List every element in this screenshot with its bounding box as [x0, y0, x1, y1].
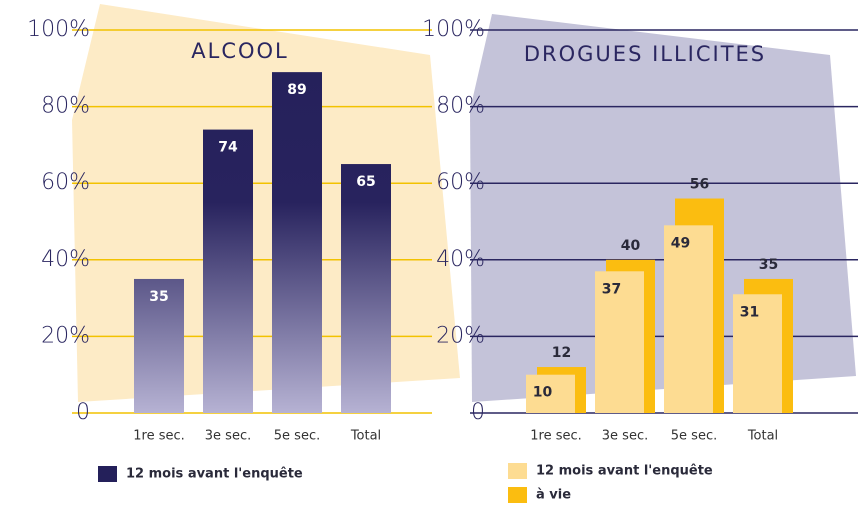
y-tick-label: 60%	[41, 170, 90, 195]
bar	[134, 278, 184, 413]
bar	[526, 374, 575, 413]
x-tick-label: Total	[350, 429, 381, 444]
y-tick-label: 60%	[436, 170, 485, 195]
legend-label: 12 mois avant l'enquête	[126, 467, 303, 482]
y-tick-label: 40%	[41, 247, 90, 272]
y-tick-label: 20%	[436, 323, 485, 348]
y-tick-label: 100%	[27, 17, 90, 42]
x-tick-label: Total	[747, 429, 778, 444]
y-tick-label: 40%	[436, 247, 485, 272]
x-tick-label: 5e sec.	[274, 429, 320, 444]
value-label: 35	[759, 257, 778, 273]
value-label: 40	[621, 238, 641, 254]
bar	[272, 72, 322, 413]
y-tick-label: 0	[76, 400, 90, 425]
chart-title: ALCOOL	[191, 39, 289, 63]
legend-label: 12 mois avant l'enquête	[536, 464, 713, 479]
x-tick-label: 1re sec.	[133, 429, 185, 444]
value-label: 10	[533, 385, 553, 401]
bar	[203, 129, 253, 413]
y-tick-label: 80%	[436, 94, 485, 119]
y-tick-label: 80%	[41, 94, 90, 119]
y-tick-label: 20%	[41, 323, 90, 348]
background-shape	[470, 14, 856, 402]
x-tick-label: 1re sec.	[530, 429, 582, 444]
legend-swatch	[508, 463, 527, 479]
chart-title: DROGUES ILLICITES	[524, 42, 766, 66]
legend-label: à vie	[536, 488, 571, 503]
bar	[341, 164, 391, 413]
bar	[595, 271, 644, 413]
value-label: 56	[690, 177, 709, 193]
value-label: 31	[740, 304, 759, 320]
bar	[733, 294, 782, 413]
bar	[664, 225, 713, 413]
value-label: 65	[356, 174, 375, 190]
x-tick-label: 3e sec.	[602, 429, 648, 444]
y-tick-label: 100%	[422, 17, 485, 42]
value-label: 35	[149, 289, 168, 305]
value-label: 74	[218, 140, 238, 156]
legend-swatch	[508, 487, 527, 503]
y-tick-label: 0	[471, 400, 485, 425]
value-label: 12	[552, 345, 571, 361]
value-label: 37	[602, 281, 621, 297]
x-tick-label: 5e sec.	[671, 429, 717, 444]
legend-swatch	[98, 466, 117, 482]
value-label: 89	[287, 82, 306, 98]
background-shape	[72, 4, 460, 402]
value-label: 49	[671, 235, 690, 251]
x-tick-label: 3e sec.	[205, 429, 251, 444]
